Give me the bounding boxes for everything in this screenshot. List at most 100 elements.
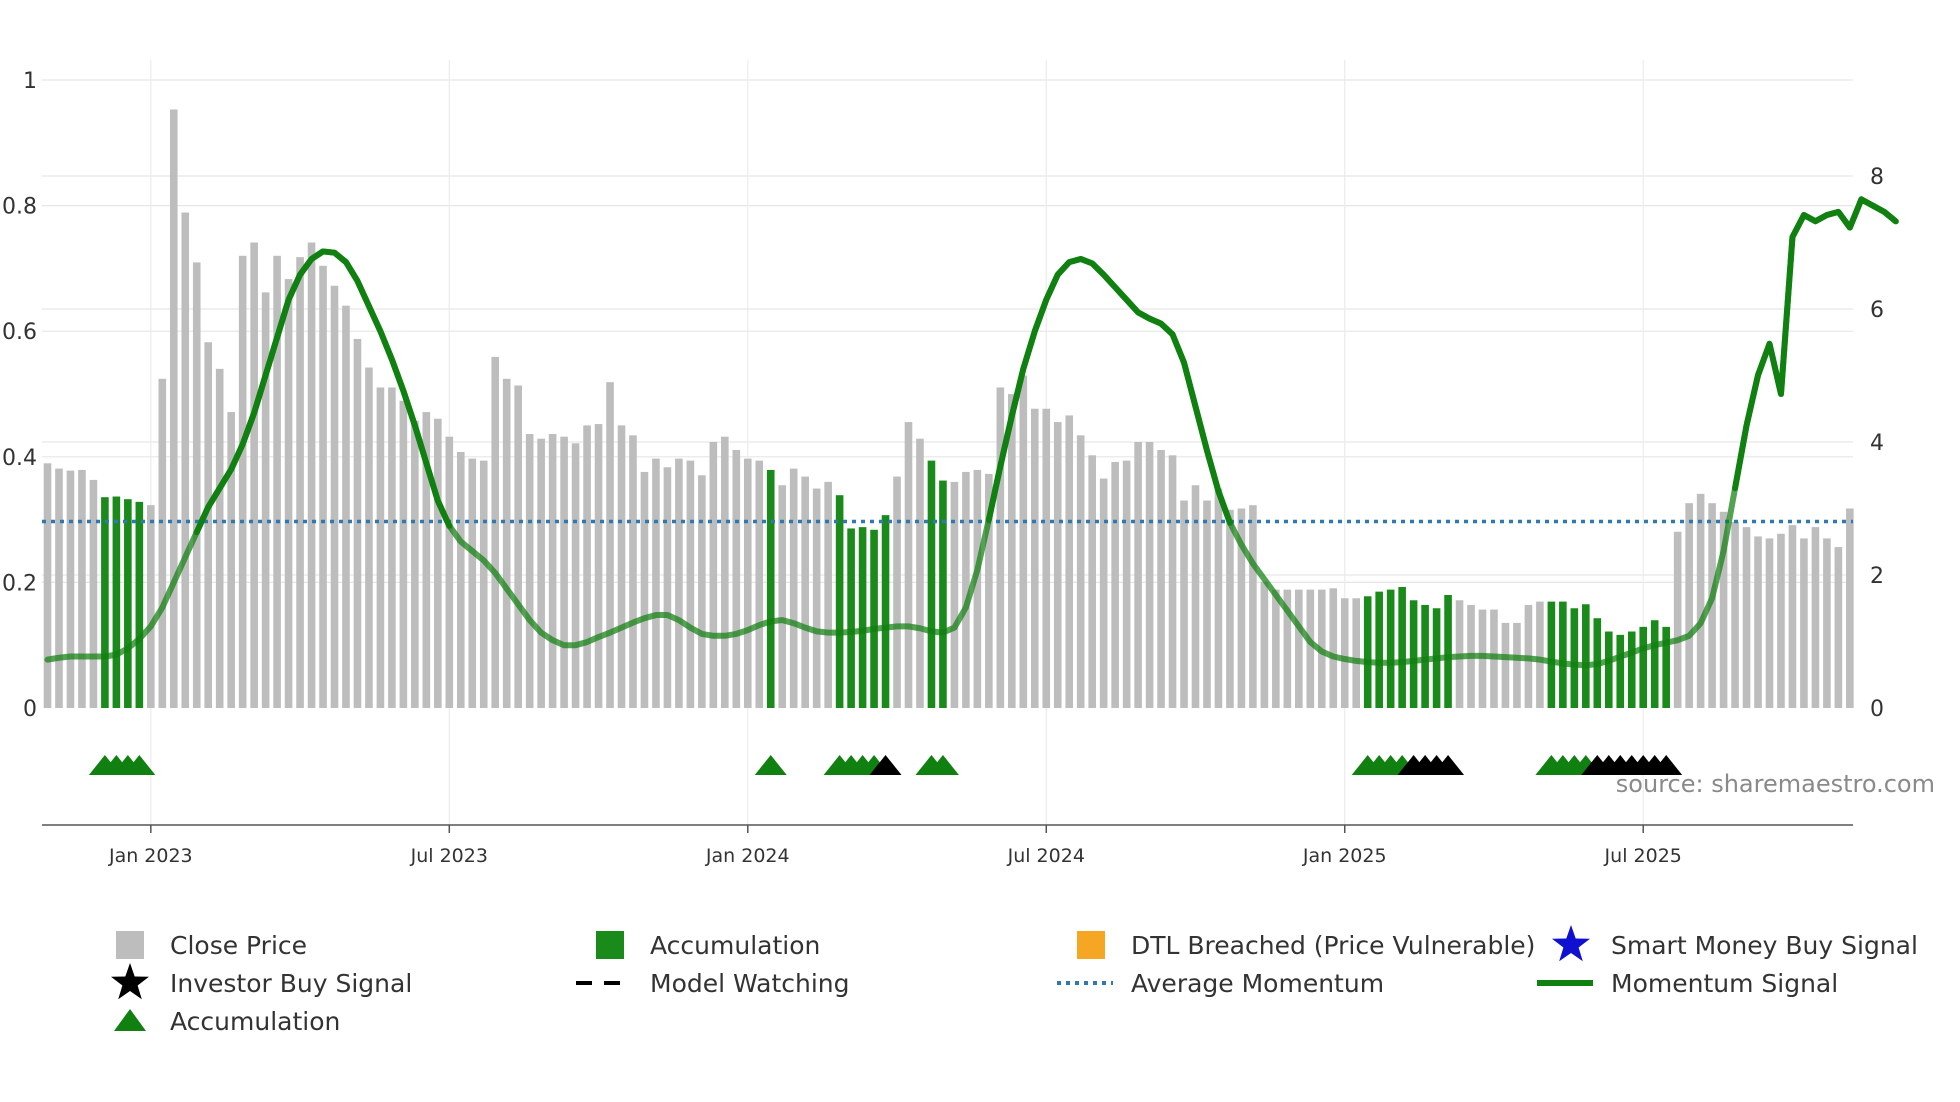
- close-price-bar: [1811, 527, 1820, 708]
- close-price-bar: [1065, 415, 1074, 708]
- close-price-bar: [537, 438, 545, 708]
- close-price-bar: [1053, 422, 1062, 708]
- accumulation-bar: [135, 501, 144, 708]
- legend-star-icon: [111, 963, 149, 1000]
- accumulation-bar: [881, 515, 890, 708]
- close-price-bar: [571, 443, 580, 708]
- right-tick-label: 0: [1870, 697, 1884, 722]
- accumulation-bar: [1639, 626, 1648, 708]
- legend-label: Close Price: [170, 931, 307, 960]
- left-tick-label: 0.8: [2, 195, 37, 220]
- legend-square-icon: [1077, 931, 1105, 959]
- close-price-bar: [1260, 581, 1269, 708]
- close-price-bar: [1157, 449, 1165, 708]
- close-price-bar: [399, 400, 408, 708]
- legend-label: Average Momentum: [1131, 969, 1384, 998]
- close-price-bar: [1134, 442, 1142, 708]
- close-price-bar: [273, 255, 281, 709]
- close-price-bar: [732, 449, 741, 708]
- close-price-bar: [147, 505, 155, 708]
- close-price-bar: [66, 470, 75, 708]
- close-price-bar: [1696, 493, 1705, 708]
- legend-label: Model Watching: [650, 969, 850, 998]
- accumulation-bar: [766, 469, 775, 708]
- close-price-bar: [675, 458, 683, 709]
- legend-star-icon: [1552, 925, 1590, 962]
- close-price-bar: [755, 460, 764, 708]
- close-price-bar: [181, 212, 190, 708]
- close-price-bar: [629, 435, 637, 708]
- x-tick-label: Jul 2023: [410, 845, 488, 867]
- close-price-bar: [434, 418, 442, 708]
- x-tick-label: Jul 2024: [1007, 845, 1085, 867]
- close-price-bar: [1788, 525, 1797, 709]
- close-price-bar: [1536, 601, 1544, 708]
- signal-triangles: [88, 755, 1683, 775]
- close-price-bar: [1742, 527, 1751, 708]
- close-price-bar: [1042, 408, 1051, 708]
- accumulation-bar: [939, 480, 947, 708]
- close-price-bar: [1754, 536, 1762, 708]
- legend-square-icon: [116, 931, 144, 959]
- x-tick-label: Jul 2025: [1604, 845, 1682, 867]
- accumulation-bar: [101, 497, 109, 708]
- close-price-bar: [238, 255, 247, 709]
- right-tick-label: 2: [1870, 564, 1884, 589]
- close-price-bar: [479, 460, 488, 708]
- accumulation-bar: [1444, 594, 1452, 708]
- close-price-bar: [1352, 598, 1361, 708]
- close-price-bar: [307, 242, 316, 708]
- close-price-bar: [422, 412, 431, 708]
- close-price-bar: [319, 265, 327, 708]
- close-price-bar: [1708, 503, 1716, 708]
- accumulation-bar: [1559, 601, 1567, 708]
- close-price-bar: [617, 425, 626, 709]
- right-tick-label: 4: [1870, 431, 1884, 456]
- close-price-bar: [89, 479, 98, 708]
- close-price-bars: [43, 109, 1854, 709]
- close-price-bar: [204, 342, 213, 708]
- legend-label: DTL Breached (Price Vulnerable): [1131, 931, 1535, 960]
- accumulation-bar: [1570, 608, 1579, 708]
- accumulation-bar: [858, 527, 867, 708]
- close-price-bar: [1122, 460, 1131, 708]
- close-price-bar: [491, 356, 500, 708]
- close-price-bar: [1777, 533, 1785, 708]
- close-price-bar: [192, 262, 201, 708]
- close-price-bar: [456, 451, 465, 708]
- close-price-bar: [411, 420, 419, 708]
- legend-label: Smart Money Buy Signal: [1611, 931, 1918, 960]
- close-price-bar: [169, 109, 178, 708]
- accumulation-bar: [1547, 601, 1556, 708]
- close-price-bar: [1513, 622, 1521, 708]
- close-price-bar: [973, 469, 982, 708]
- close-price-bar: [1168, 455, 1177, 708]
- close-price-bar: [1237, 508, 1246, 708]
- x-tick-label: Jan 2024: [705, 845, 790, 867]
- close-price-bar: [721, 436, 729, 708]
- close-price-bar: [548, 434, 557, 708]
- close-price-bar: [1214, 488, 1223, 708]
- close-price-bar: [698, 475, 706, 708]
- close-price-bar: [43, 463, 52, 708]
- accumulation-bar: [1409, 600, 1418, 708]
- close-price-bar: [663, 467, 672, 708]
- accumulation-bar: [1421, 604, 1429, 708]
- close-price-bar: [1283, 589, 1292, 708]
- close-price-bar: [686, 460, 695, 708]
- accumulation-bar: [1363, 596, 1372, 708]
- close-price-bar: [514, 385, 522, 708]
- close-price-bar: [376, 387, 385, 708]
- close-price-bar: [1295, 589, 1303, 708]
- close-price-bar: [1719, 511, 1728, 708]
- close-price-bar: [1272, 589, 1280, 708]
- x-tick-label: Jan 2025: [1302, 845, 1387, 867]
- legend-triangle-icon: [114, 1009, 146, 1031]
- legend-label: Accumulation: [650, 931, 820, 960]
- accumulation-bar: [927, 460, 936, 708]
- left-tick-label: 0: [23, 697, 37, 722]
- accumulation-bar: [1582, 604, 1590, 708]
- legend: Close Price Accumulation DTL Breached (Pri…: [111, 925, 1918, 1036]
- right-tick-label: 8: [1870, 165, 1884, 190]
- x-tick-label: Jan 2023: [108, 845, 193, 867]
